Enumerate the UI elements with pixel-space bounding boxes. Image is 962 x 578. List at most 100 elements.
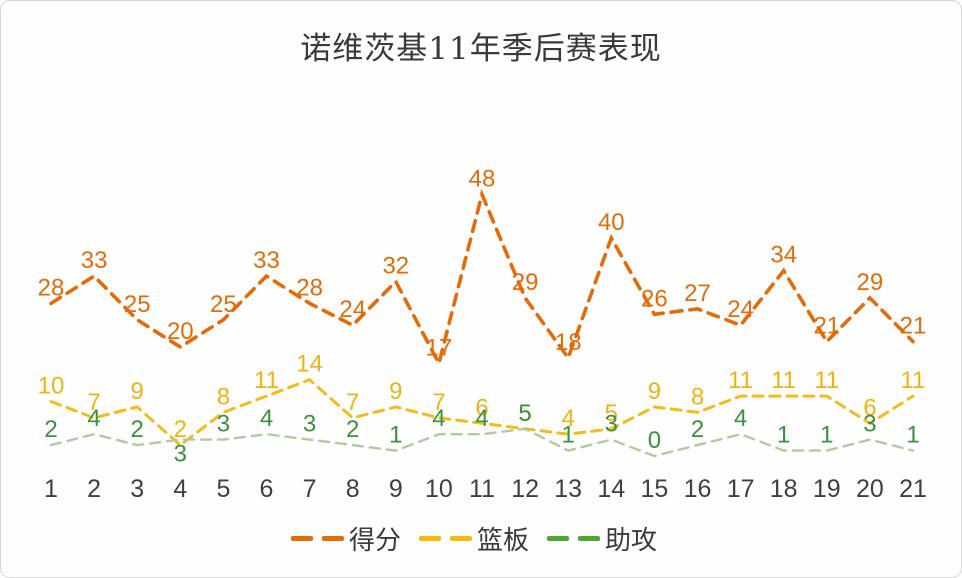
assists-value-label: 3 bbox=[174, 441, 187, 468]
points-value-label: 17 bbox=[426, 334, 453, 361]
legend: 得分 篮板 助攻 bbox=[1, 520, 961, 557]
assists-value-label: 1 bbox=[906, 422, 919, 449]
x-tick-label: 13 bbox=[554, 475, 582, 503]
rebounds-value-label: 7 bbox=[346, 389, 359, 416]
points-value-label: 34 bbox=[770, 242, 797, 269]
x-tick-label: 12 bbox=[511, 475, 539, 503]
rebounds-value-label: 7 bbox=[432, 389, 445, 416]
points-value-label: 29 bbox=[512, 269, 539, 296]
assists-value-label: 4 bbox=[260, 405, 273, 432]
points-value-label: 24 bbox=[727, 296, 754, 323]
chart-title: 诺维茨基11年季后赛表现 bbox=[300, 31, 662, 67]
rebounds-value-label: 9 bbox=[131, 378, 144, 405]
rebounds-value-label: 6 bbox=[475, 394, 488, 421]
points-value-label: 20 bbox=[167, 318, 194, 345]
rebounds-value-label: 7 bbox=[87, 389, 100, 416]
assists-value-label: 1 bbox=[820, 422, 833, 449]
assists-value-label: 4 bbox=[87, 405, 100, 432]
legend-item-assists: 助攻 bbox=[547, 520, 671, 557]
assists-series-dash-icon bbox=[578, 536, 600, 541]
x-tick-label: 7 bbox=[303, 475, 317, 503]
rebounds-series-line bbox=[49, 377, 915, 448]
legend-label-points: 得分 bbox=[348, 525, 401, 555]
points-series-dash-icon bbox=[290, 536, 313, 541]
rebounds-value-label: 10 bbox=[38, 373, 65, 400]
x-tick-label: 15 bbox=[640, 475, 668, 503]
legend-item-points: 得分 bbox=[290, 520, 415, 557]
assists-value-label: 2 bbox=[131, 416, 144, 443]
assists-value-label: 4 bbox=[432, 405, 445, 432]
rebounds-value-label: 5 bbox=[518, 400, 531, 427]
x-tick-label: 10 bbox=[425, 475, 453, 503]
assists-series-dash-icon bbox=[547, 536, 569, 541]
rebounds-value-label: 14 bbox=[296, 351, 323, 378]
assists-value-label: 4 bbox=[734, 405, 747, 432]
points-value-label: 27 bbox=[684, 280, 711, 307]
points-value-label: 29 bbox=[857, 269, 884, 296]
x-tick-label: 17 bbox=[727, 475, 755, 503]
rebounds-value-label: 11 bbox=[728, 367, 753, 394]
assists-value-label: 2 bbox=[346, 416, 359, 443]
assists-value-label: 2 bbox=[691, 416, 704, 443]
legend-label-assists: 助攻 bbox=[605, 525, 658, 555]
assists-value-label: 2 bbox=[44, 416, 57, 443]
points-value-label: 28 bbox=[38, 274, 65, 301]
assists-value-label: 4 bbox=[475, 405, 488, 432]
x-tick-label: 8 bbox=[346, 475, 360, 503]
points-value-label: 24 bbox=[339, 296, 366, 323]
points-value-label: 26 bbox=[641, 285, 668, 312]
assists-series-line bbox=[49, 427, 915, 458]
assists-value-label: 1 bbox=[389, 422, 402, 449]
points-value-label: 48 bbox=[469, 165, 496, 192]
points-value-label: 25 bbox=[124, 291, 151, 318]
rebounds-value-label: 5 bbox=[605, 400, 618, 427]
assists-value-label: 3 bbox=[303, 411, 316, 438]
points-series-line bbox=[49, 188, 915, 369]
x-tick-label: 2 bbox=[87, 475, 101, 503]
assists-value-label: 1 bbox=[562, 422, 575, 449]
x-tick-label: 14 bbox=[597, 475, 625, 503]
rebounds-value-label: 6 bbox=[863, 394, 876, 421]
points-value-label: 25 bbox=[210, 291, 237, 318]
rebounds-value-label: 2 bbox=[174, 416, 187, 443]
rebounds-series-dash-icon bbox=[418, 536, 441, 541]
points-value-label: 32 bbox=[382, 253, 409, 280]
rebounds-value-label: 11 bbox=[814, 367, 839, 394]
x-tick-label: 4 bbox=[173, 475, 187, 503]
points-value-label: 33 bbox=[253, 247, 280, 274]
rebounds-series-dash-icon bbox=[449, 536, 472, 541]
assists-value-label: 3 bbox=[217, 411, 230, 438]
assists-value-label: 5 bbox=[518, 400, 531, 427]
x-tick-label: 20 bbox=[856, 475, 884, 503]
x-tick-label: 6 bbox=[260, 475, 274, 503]
points-value-label: 40 bbox=[598, 209, 625, 236]
points-series-dash-icon bbox=[321, 536, 344, 541]
rebounds-value-label: 8 bbox=[217, 383, 230, 410]
rebounds-value-label: 9 bbox=[389, 378, 402, 405]
x-tick-label: 21 bbox=[899, 475, 927, 503]
points-value-label: 21 bbox=[900, 313, 927, 340]
assists-value-label: 3 bbox=[863, 411, 876, 438]
assists-value-label: 1 bbox=[777, 422, 790, 449]
rebounds-value-label: 9 bbox=[648, 378, 661, 405]
rebounds-value-label: 11 bbox=[254, 367, 279, 394]
points-value-label: 18 bbox=[555, 329, 582, 356]
x-tick-label: 11 bbox=[469, 475, 495, 503]
x-tick-label: 16 bbox=[684, 475, 712, 503]
legend-item-rebounds: 篮板 bbox=[418, 520, 543, 557]
x-tick-label: 5 bbox=[216, 475, 230, 503]
x-tick-label: 9 bbox=[389, 475, 403, 503]
x-tick-label: 18 bbox=[770, 475, 798, 503]
x-tick-label: 3 bbox=[130, 475, 144, 503]
points-value-label: 33 bbox=[81, 247, 108, 274]
assists-value-label: 3 bbox=[605, 411, 618, 438]
assists-value-label: 0 bbox=[648, 427, 661, 454]
legend-label-rebounds: 篮板 bbox=[476, 525, 529, 555]
rebounds-value-label: 4 bbox=[562, 405, 575, 432]
rebounds-value-label: 11 bbox=[901, 367, 926, 394]
x-tick-label: 1 bbox=[44, 475, 58, 503]
points-value-label: 21 bbox=[813, 313, 840, 340]
x-tick-label: 19 bbox=[813, 475, 841, 503]
